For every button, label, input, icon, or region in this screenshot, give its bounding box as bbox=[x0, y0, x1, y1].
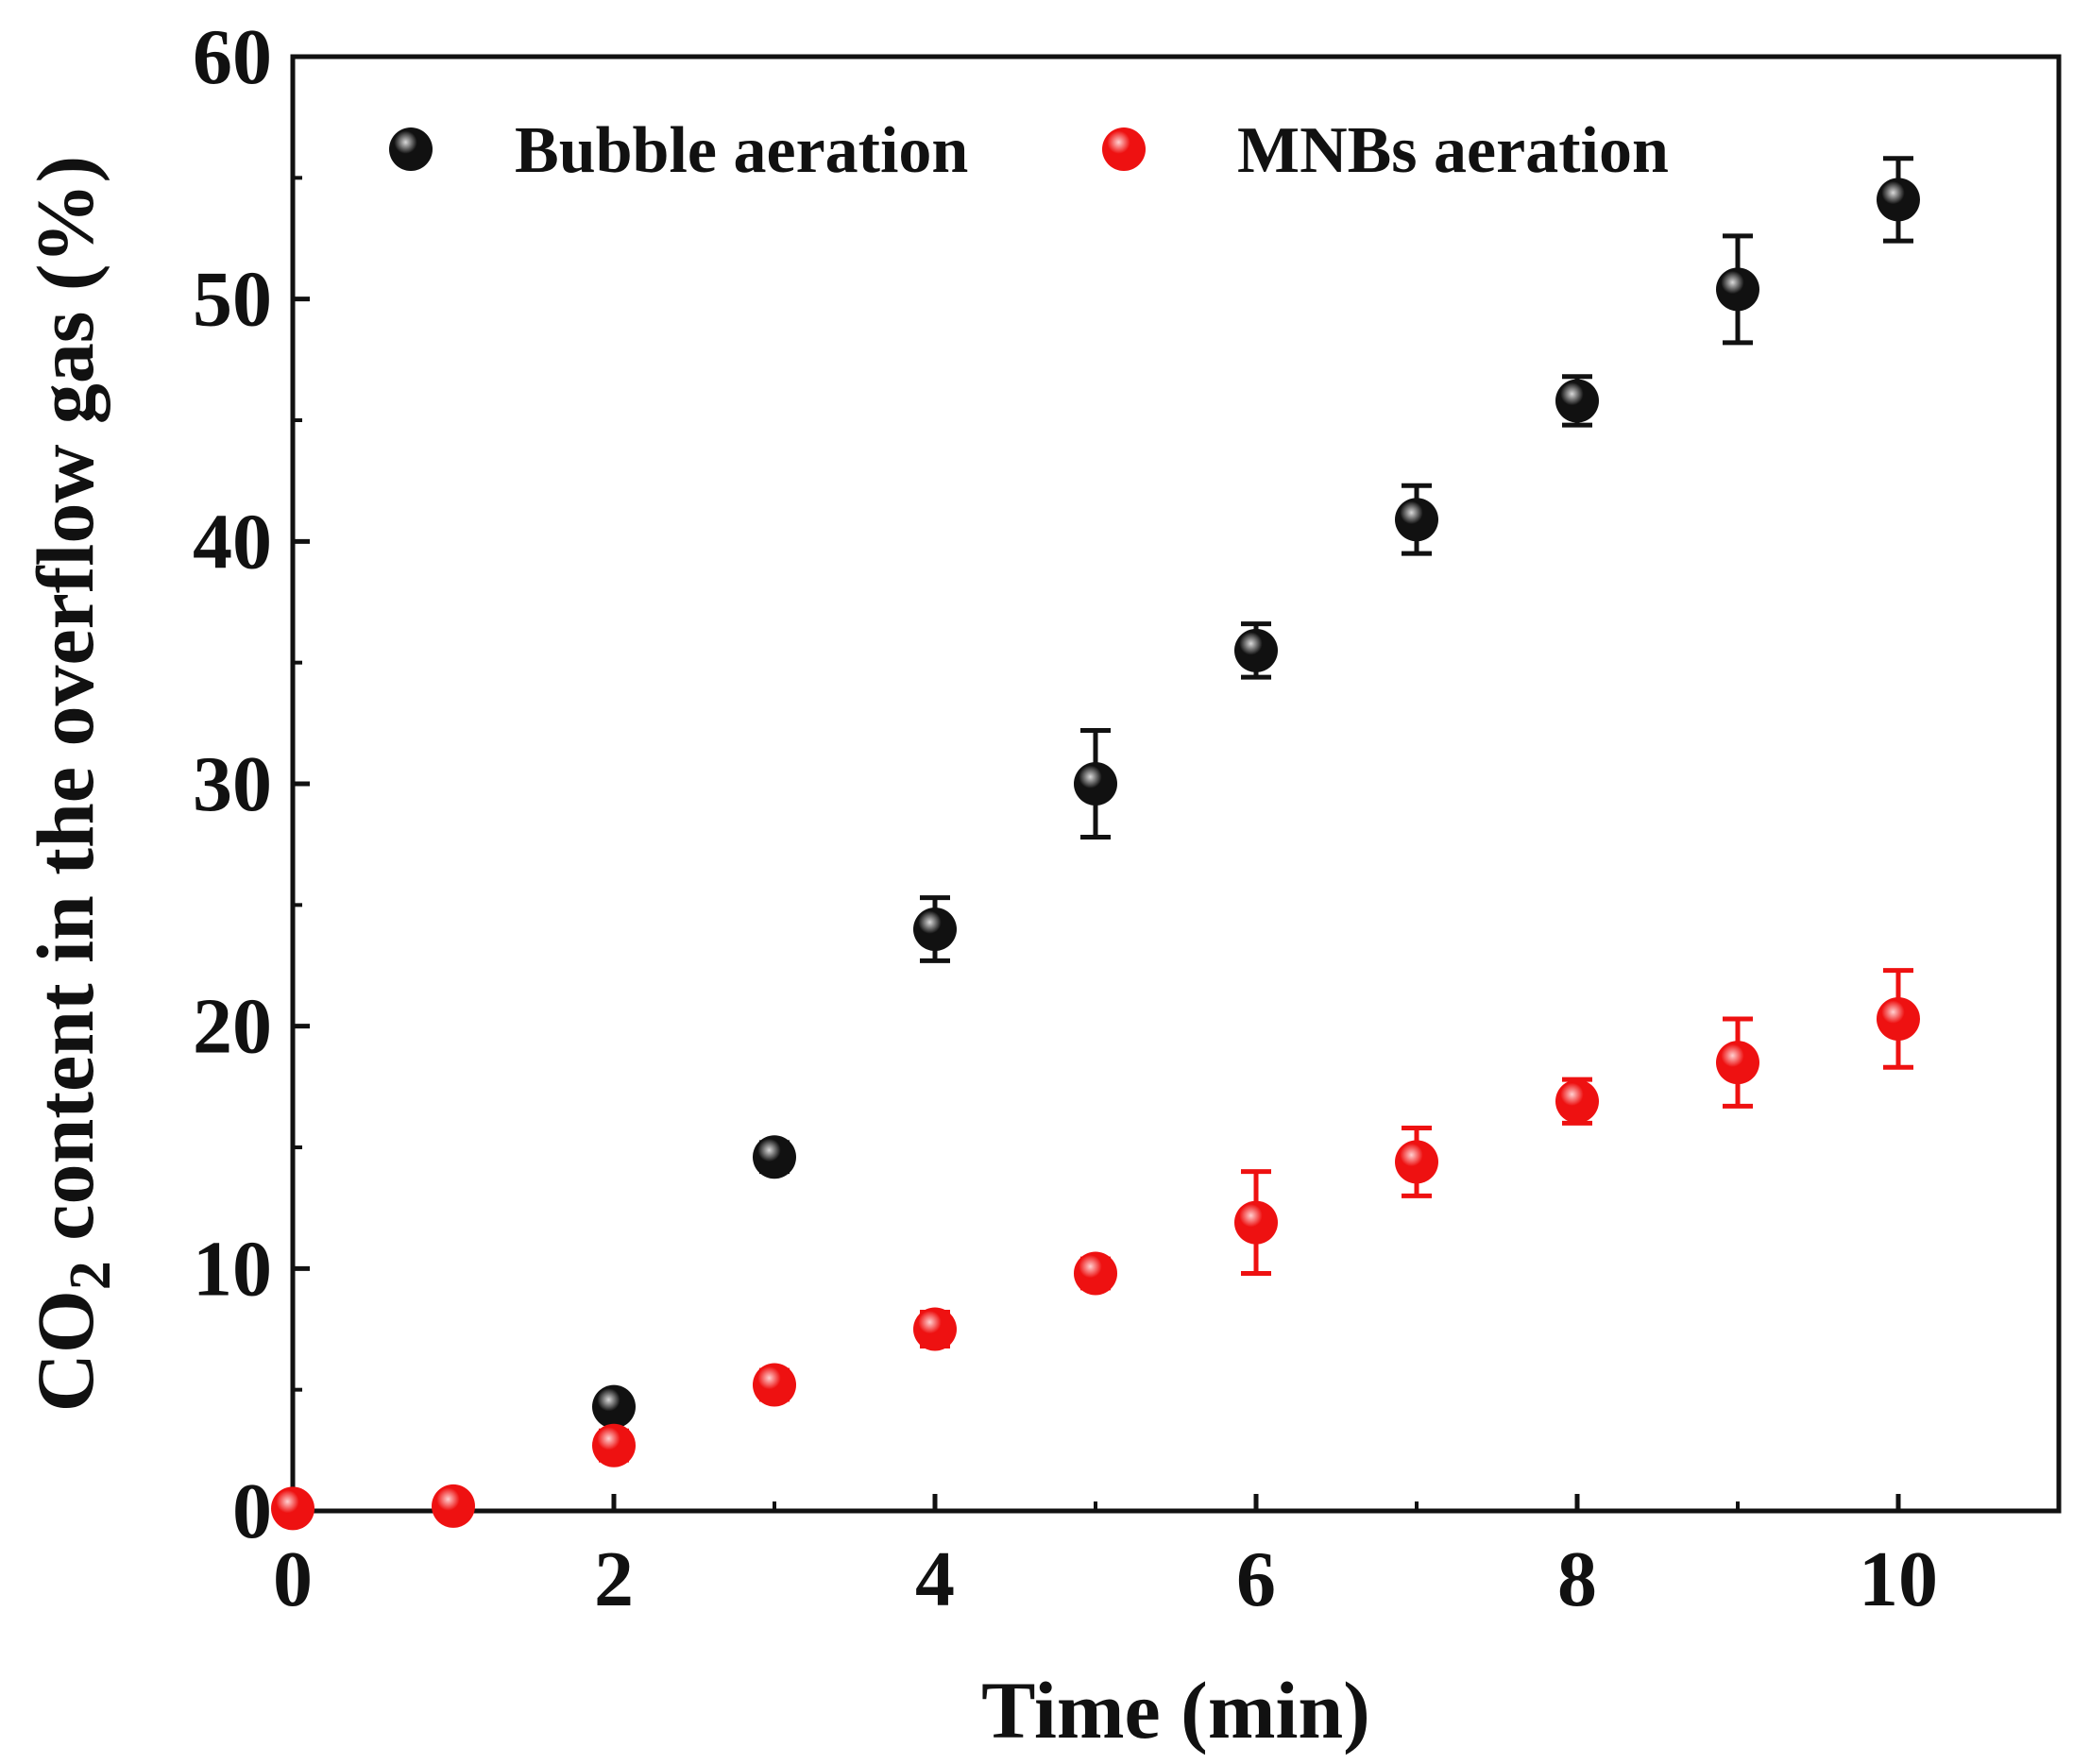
data-point bbox=[1395, 498, 1438, 542]
data-point bbox=[1555, 1079, 1599, 1124]
data-point bbox=[913, 1307, 957, 1351]
series-1 bbox=[271, 968, 1920, 1531]
x-tick-label: 6 bbox=[1236, 1535, 1276, 1623]
y-tick-label: 0 bbox=[232, 1467, 272, 1555]
data-point bbox=[1716, 267, 1759, 312]
y-axis: 0 10 20 30 40 50 60 bbox=[193, 13, 310, 1555]
data-point bbox=[753, 1135, 796, 1179]
x-tick-label: 2 bbox=[594, 1535, 634, 1623]
data-point bbox=[1234, 1200, 1278, 1245]
data-point bbox=[1555, 379, 1599, 423]
series-layer bbox=[271, 156, 1920, 1531]
data-point bbox=[1395, 1140, 1438, 1184]
data-point bbox=[271, 1486, 314, 1531]
legend-label: MNBs aeration bbox=[1237, 114, 1669, 187]
y-axis-title: CO2 content in the overflow gas (%) bbox=[20, 156, 123, 1412]
x-tick-label: 10 bbox=[1859, 1535, 1938, 1623]
data-point bbox=[913, 907, 957, 951]
data-point bbox=[1074, 1251, 1117, 1296]
data-point bbox=[1877, 996, 1920, 1041]
legend: Bubble aeration MNBs aeration bbox=[389, 114, 1669, 187]
data-point bbox=[1877, 178, 1920, 222]
x-tick-label: 0 bbox=[273, 1535, 313, 1623]
x-tick-label: 8 bbox=[1557, 1535, 1597, 1623]
data-point bbox=[1716, 1041, 1759, 1085]
data-point bbox=[1074, 762, 1117, 806]
x-axis: 0 2 4 6 8 10 bbox=[273, 1494, 1938, 1623]
y-tick-label: 40 bbox=[193, 498, 272, 585]
data-point bbox=[592, 1384, 636, 1429]
y-tick-label: 50 bbox=[193, 256, 272, 344]
y-tick-label: 20 bbox=[193, 983, 272, 1071]
y-tick-label: 10 bbox=[193, 1225, 272, 1313]
x-tick-label: 4 bbox=[915, 1535, 955, 1623]
data-point bbox=[432, 1484, 475, 1528]
y-tick-label: 30 bbox=[193, 740, 272, 828]
legend-label: Bubble aeration bbox=[515, 114, 968, 187]
data-point bbox=[592, 1423, 636, 1467]
series-0 bbox=[592, 156, 1920, 1429]
legend-marker bbox=[1102, 127, 1146, 171]
x-axis-title: Time (min) bbox=[981, 1665, 1370, 1756]
plot-frame bbox=[290, 54, 2062, 1514]
data-point bbox=[1234, 628, 1278, 672]
legend-marker bbox=[389, 127, 433, 171]
y-tick-label: 60 bbox=[193, 13, 272, 101]
data-point bbox=[753, 1363, 796, 1407]
